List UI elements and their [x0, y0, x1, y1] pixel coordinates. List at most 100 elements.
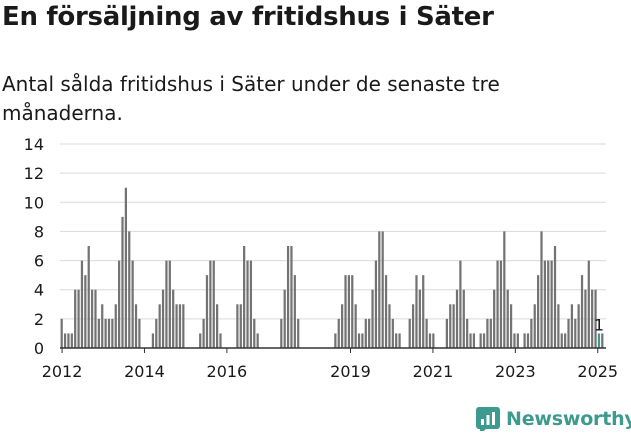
bar: [297, 318, 300, 348]
bar: [97, 318, 100, 348]
bar: [445, 318, 448, 348]
bar: [77, 289, 80, 348]
bar: [128, 231, 131, 348]
bar: [388, 304, 391, 348]
bar: [161, 289, 165, 348]
bar: [472, 333, 476, 348]
bar: [101, 304, 104, 348]
bar: [80, 260, 84, 348]
bar: [134, 304, 138, 348]
bar: [205, 275, 209, 348]
bar: [67, 333, 70, 348]
bar: [60, 318, 63, 348]
bar: [104, 318, 107, 348]
bar: [601, 333, 604, 348]
bar: [564, 333, 567, 348]
x-tick-label: 2016: [207, 362, 248, 381]
bar: [182, 304, 185, 348]
bar: [597, 333, 601, 348]
bar: [293, 275, 296, 348]
bar: [469, 333, 472, 348]
newsworthy-icon: [476, 407, 500, 431]
chart-subtitle: Antal sålda fritidshus i Säter under de …: [2, 72, 500, 125]
bar: [236, 304, 239, 348]
bar: [411, 304, 415, 348]
y-tick-label: 8: [34, 222, 44, 241]
bar: [493, 289, 496, 348]
bar: [560, 333, 563, 348]
bar: [168, 260, 171, 348]
newsworthy-logo: Newsworthy: [476, 407, 631, 431]
bar: [138, 318, 141, 348]
bar: [70, 333, 73, 348]
bar: [428, 333, 432, 348]
bar: [591, 289, 594, 348]
bar: [249, 260, 253, 348]
y-tick-label: 14: [24, 135, 44, 154]
bar: [425, 318, 428, 348]
bar: [378, 231, 381, 348]
bar: [489, 318, 492, 348]
bar: [151, 333, 155, 348]
bar: [587, 260, 590, 348]
bar: [523, 333, 526, 348]
bar: [513, 333, 516, 348]
bar: [577, 304, 580, 348]
bar: [459, 260, 462, 348]
bar: [337, 318, 340, 348]
bar: [347, 275, 351, 348]
bar: [391, 318, 394, 348]
bar: [533, 304, 536, 348]
bar: [547, 260, 550, 348]
bar: [111, 318, 114, 348]
bar: [87, 246, 90, 348]
bar: [351, 275, 354, 348]
bar: [74, 289, 77, 348]
x-tick-label: 2025: [577, 362, 618, 381]
y-tick-label: 12: [24, 164, 44, 183]
bar: [172, 289, 175, 348]
bar: [482, 333, 486, 348]
bar: [283, 289, 286, 348]
x-tick-label: 2014: [124, 362, 165, 381]
bar: [368, 318, 371, 348]
bar: [290, 246, 293, 348]
bar: [121, 216, 124, 348]
bar: [395, 333, 398, 348]
bar: [432, 333, 435, 348]
bar: [212, 260, 215, 348]
bar: [594, 289, 597, 348]
bar: [165, 260, 168, 348]
bar: [466, 318, 469, 348]
bar: [354, 304, 357, 348]
bar: [580, 275, 584, 348]
bar: [280, 318, 283, 348]
bar: [84, 275, 87, 348]
chart-title: En försäljning av fritidshus i Säter: [2, 2, 494, 32]
bar: [94, 289, 97, 348]
bar: [570, 304, 574, 348]
bar: [364, 318, 367, 348]
bar: [216, 304, 219, 348]
bar: [158, 304, 161, 348]
bar: [398, 333, 401, 348]
bar: [155, 318, 158, 348]
y-tick-label: 10: [24, 193, 44, 212]
bar: [496, 260, 499, 348]
bar: [479, 333, 482, 348]
bar: [256, 333, 259, 348]
bar: [553, 246, 557, 348]
bar: [408, 318, 411, 348]
bar: [449, 304, 452, 348]
bar: [503, 231, 506, 348]
bar: [540, 231, 543, 348]
bar: [557, 304, 560, 348]
bar: [357, 333, 361, 348]
bar: [374, 260, 378, 348]
bar: [361, 333, 364, 348]
bar: [567, 318, 570, 348]
bar: [418, 289, 421, 348]
bar: [506, 289, 509, 348]
bar: [246, 260, 249, 348]
